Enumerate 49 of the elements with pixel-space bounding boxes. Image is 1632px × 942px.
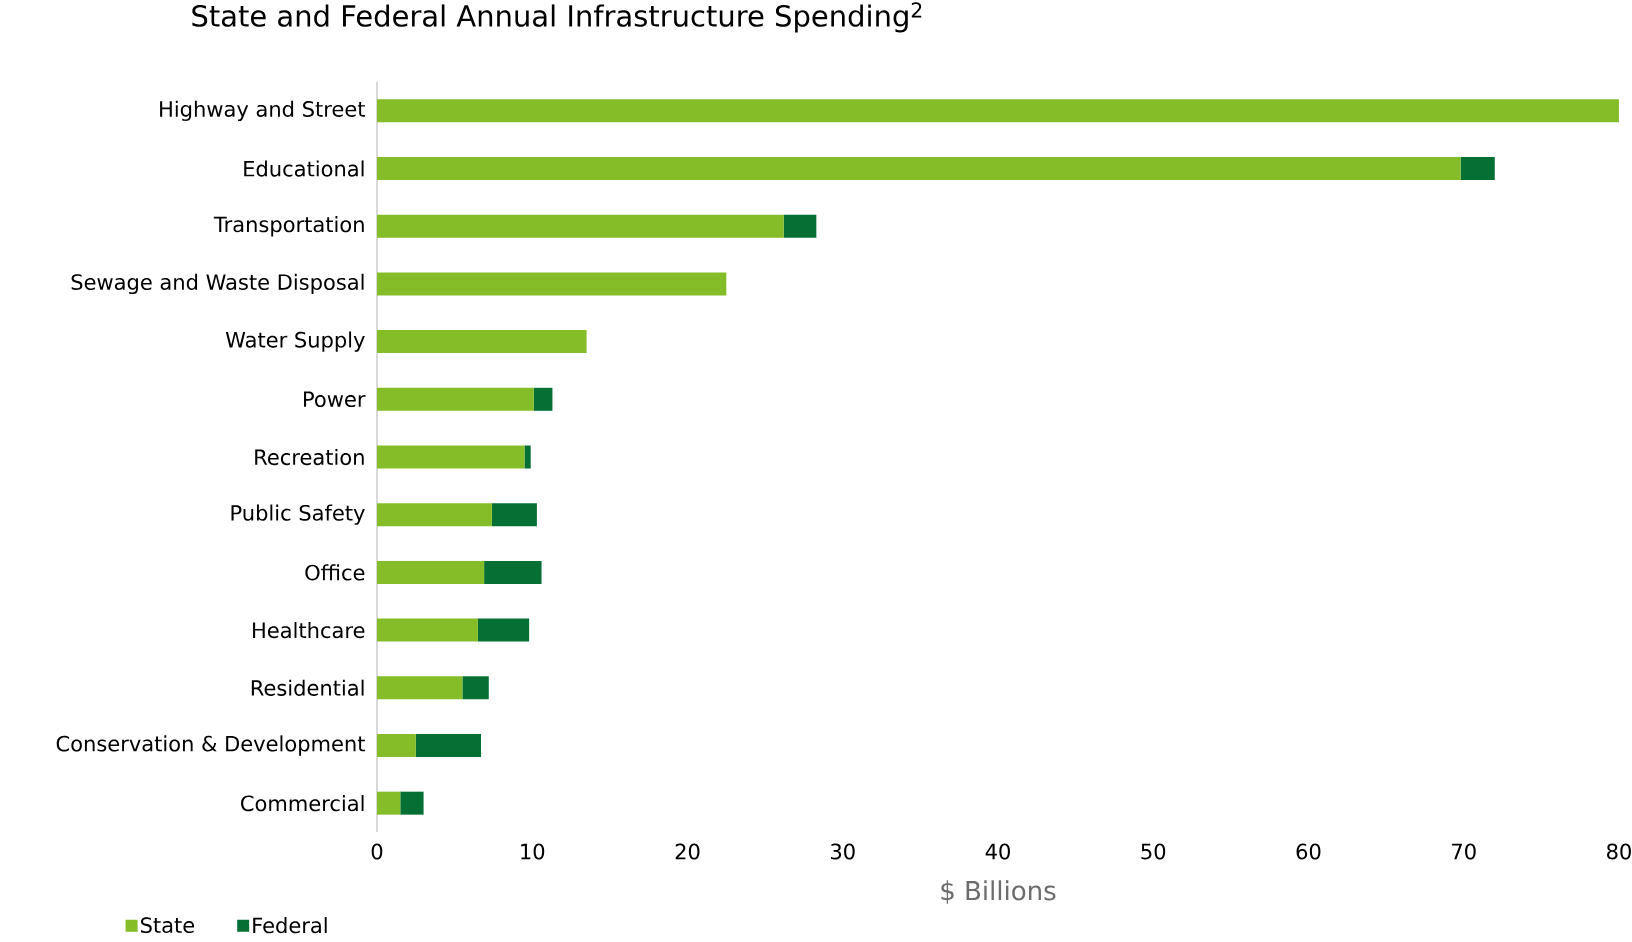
bar <box>491 503 537 527</box>
y-tick-label: Commercial <box>241 795 364 812</box>
y-tick-label: Highway and Street <box>160 100 365 122</box>
x-tick-label: 30 <box>830 843 855 860</box>
x-tick-label: 70 <box>1452 843 1476 860</box>
x-tick-label: 0 <box>371 843 383 860</box>
bar <box>377 214 784 238</box>
y-tick-label: Healthcare <box>253 621 365 639</box>
x-tick-label: 80 <box>1607 843 1631 860</box>
y-tick-label: Power <box>304 391 366 408</box>
bar <box>377 503 492 527</box>
bar <box>377 676 463 700</box>
bar <box>377 445 525 469</box>
bar <box>377 99 1619 123</box>
x-tick-label: 40 <box>985 843 1010 860</box>
y-tick-label: Educational <box>244 160 364 177</box>
bar <box>377 560 485 584</box>
bar <box>1460 157 1495 181</box>
bar <box>484 560 542 584</box>
bar <box>783 214 817 238</box>
y-tick-label: Public Safety <box>231 504 365 525</box>
bar <box>377 272 727 296</box>
bar <box>400 791 424 815</box>
y-tick-label: Office <box>305 564 365 581</box>
x-axis-title: $ Billions <box>941 880 1056 904</box>
bar <box>377 618 478 642</box>
bar <box>377 733 416 757</box>
x-tick-label: 60 <box>1296 843 1321 860</box>
y-tick-label: Water Supply <box>225 331 365 352</box>
bar <box>377 387 534 411</box>
bar <box>462 676 489 700</box>
bar <box>377 330 587 354</box>
y-tick-label: Recreation <box>255 448 364 466</box>
y-tick-label: Transportation <box>213 216 364 237</box>
chart-title: State and Federal Annual Infrastructure Spending$^{2}$ <box>192 2 922 33</box>
bar <box>415 733 482 757</box>
bar <box>477 618 530 642</box>
legend-label: Federal <box>253 917 327 934</box>
y-tick-label: Conservation & Development <box>56 735 365 756</box>
legend-label: State <box>140 917 195 934</box>
bar <box>377 791 401 815</box>
y-tick-label: Sewage and Waste Disposal <box>71 273 364 295</box>
x-tick-label: 20 <box>675 843 700 860</box>
x-tick-label: 10 <box>521 843 545 860</box>
bar <box>524 445 531 469</box>
bar <box>377 157 1461 181</box>
y-tick-label: Residential <box>251 679 364 696</box>
bar <box>533 387 553 411</box>
x-tick-label: 50 <box>1141 843 1166 860</box>
